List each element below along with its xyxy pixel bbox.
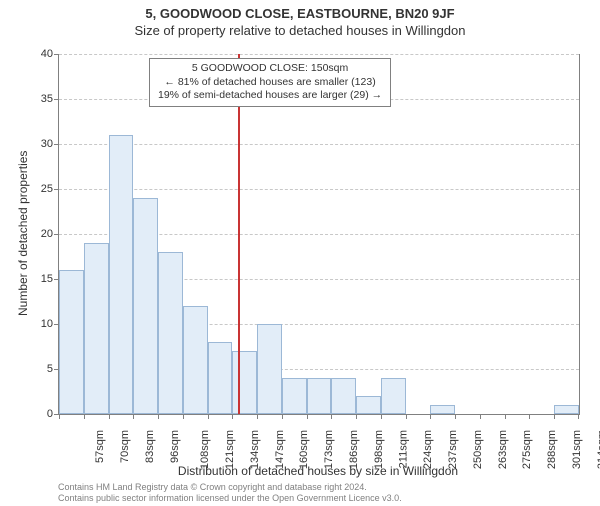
x-tick (84, 414, 85, 419)
gridline (59, 189, 579, 190)
annotation-box: 5 GOODWOOD CLOSE: 150sqm← 81% of detache… (149, 58, 391, 107)
x-tick (183, 414, 184, 419)
histogram-bar (331, 378, 356, 414)
y-tick-label: 40 (33, 48, 53, 60)
x-tick (59, 414, 60, 419)
y-tick-label: 30 (33, 138, 53, 150)
histogram-bar (307, 378, 332, 414)
y-tick-label: 5 (33, 363, 53, 375)
annotation-line: 19% of semi-detached houses are larger (… (158, 89, 382, 103)
plot-area: 051015202530354057sqm70sqm83sqm96sqm108s… (58, 54, 580, 415)
histogram-bar (282, 378, 307, 414)
gridline (59, 54, 579, 55)
histogram-bar (59, 270, 84, 414)
title-main: 5, GOODWOOD CLOSE, EASTBOURNE, BN20 9JF (0, 6, 600, 21)
footer-line-1: Contains HM Land Registry data © Crown c… (58, 482, 578, 493)
x-tick (381, 414, 382, 419)
y-tick (54, 234, 59, 235)
annotation-line: ← 81% of detached houses are smaller (12… (158, 76, 382, 90)
x-tick (480, 414, 481, 419)
y-tick-label: 25 (33, 183, 53, 195)
x-tick (257, 414, 258, 419)
x-tick-label: 211sqm (397, 430, 409, 468)
y-tick-label: 35 (33, 93, 53, 105)
histogram-bar (183, 306, 208, 414)
y-tick (54, 54, 59, 55)
footer: Contains HM Land Registry data © Crown c… (58, 482, 578, 505)
x-tick (406, 414, 407, 419)
histogram-bar (430, 405, 455, 414)
histogram-bar (554, 405, 579, 414)
histogram-bar (232, 351, 257, 414)
x-tick (505, 414, 506, 419)
x-tick-label: 57sqm (94, 430, 106, 463)
histogram-bar (158, 252, 183, 414)
y-tick-label: 20 (33, 228, 53, 240)
x-tick (578, 414, 579, 419)
histogram-bar (133, 198, 158, 414)
x-tick (282, 414, 283, 419)
histogram-bar (381, 378, 406, 414)
x-tick (133, 414, 134, 419)
x-axis-title: Distribution of detached houses by size … (58, 464, 578, 478)
x-tick-label: 83sqm (144, 430, 156, 463)
histogram-bar (208, 342, 233, 414)
y-tick (54, 99, 59, 100)
histogram-bar (84, 243, 109, 414)
histogram-bar (356, 396, 381, 414)
x-tick (430, 414, 431, 419)
footer-line-2: Contains public sector information licen… (58, 493, 578, 504)
x-tick-label: 314sqm (596, 430, 600, 469)
y-tick (54, 144, 59, 145)
x-tick-label: 70sqm (119, 430, 131, 463)
x-tick (307, 414, 308, 419)
chart-container: 5, GOODWOOD CLOSE, EASTBOURNE, BN20 9JF … (0, 6, 600, 506)
y-axis-title: Number of detached properties (16, 151, 30, 316)
x-tick (529, 414, 530, 419)
x-tick (158, 414, 159, 419)
histogram-bar (109, 135, 134, 414)
x-tick (208, 414, 209, 419)
y-tick-label: 10 (33, 318, 53, 330)
x-tick (109, 414, 110, 419)
x-tick (356, 414, 357, 419)
x-tick (455, 414, 456, 419)
y-tick-label: 15 (33, 273, 53, 285)
x-tick (232, 414, 233, 419)
x-tick-label: 96sqm (169, 430, 181, 463)
y-tick (54, 189, 59, 190)
gridline (59, 144, 579, 145)
x-tick (554, 414, 555, 419)
title-sub: Size of property relative to detached ho… (0, 23, 600, 38)
marker-line (238, 54, 240, 414)
histogram-bar (257, 324, 282, 414)
y-tick-label: 0 (33, 408, 53, 420)
x-tick (331, 414, 332, 419)
annotation-line: 5 GOODWOOD CLOSE: 150sqm (158, 62, 382, 76)
